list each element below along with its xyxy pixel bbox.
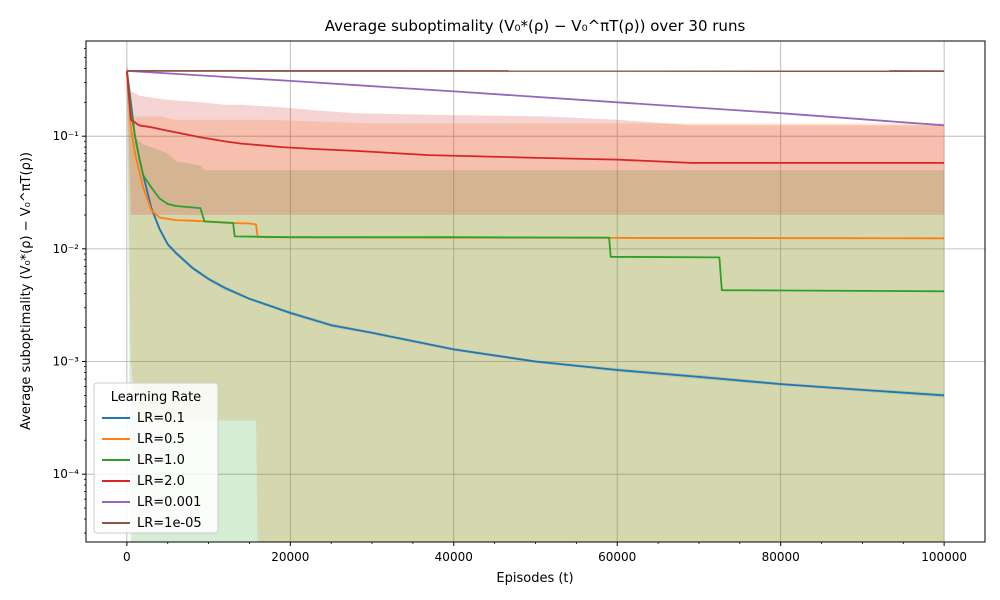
series-line (126, 70, 945, 127)
x-axis-label: Episodes (t) (496, 571, 573, 586)
chart-title: Average suboptimality (V₀*(ρ) − V₀^πT(ρ)… (325, 17, 746, 35)
x-tick-label: 100000 (921, 550, 967, 564)
x-tick-label: 40000 (435, 550, 473, 564)
confidence-band (126, 62, 945, 542)
plot-area: 0 20000 40000 60000 80000 100000 10⁻⁴ 10⁻³ 10⁻² 1… (53, 40, 986, 564)
x-tick-label: 0 (123, 550, 131, 564)
legend-entry: LR=1e-05 (137, 516, 202, 531)
legend-entry: LR=1.0 (137, 453, 185, 468)
legend-title: Learning Rate (111, 390, 201, 405)
confidence-bands (126, 62, 945, 542)
y-tick-label: 10⁻² (53, 242, 80, 256)
x-tick-label: 20000 (271, 550, 309, 564)
series-line (126, 70, 945, 164)
y-tick-label: 10⁻³ (53, 355, 80, 369)
legend-box (93, 382, 219, 534)
y-tick-label: 10⁻¹ (53, 129, 80, 143)
series-lines (126, 70, 945, 397)
confidence-band (126, 62, 945, 215)
legend: Learning Rate LR=0.1 LR=0.5 LR=1.0 LR=2.0 LR=… (93, 382, 219, 534)
y-tick-label: 10⁻⁴ (53, 467, 80, 481)
legend-entry: LR=0.1 (137, 411, 185, 426)
x-tick-label: 60000 (598, 550, 636, 564)
y-axis-label: Average suboptimality (V₀*(ρ) − V₀^πT(ρ)… (19, 152, 34, 430)
legend-entry: LR=2.0 (137, 474, 185, 489)
confidence-band (126, 62, 945, 542)
x-tick-label: 80000 (762, 550, 800, 564)
legend-entry: LR=0.5 (137, 432, 185, 447)
series-line (126, 70, 945, 293)
legend-entry: LR=0.001 (137, 495, 201, 510)
